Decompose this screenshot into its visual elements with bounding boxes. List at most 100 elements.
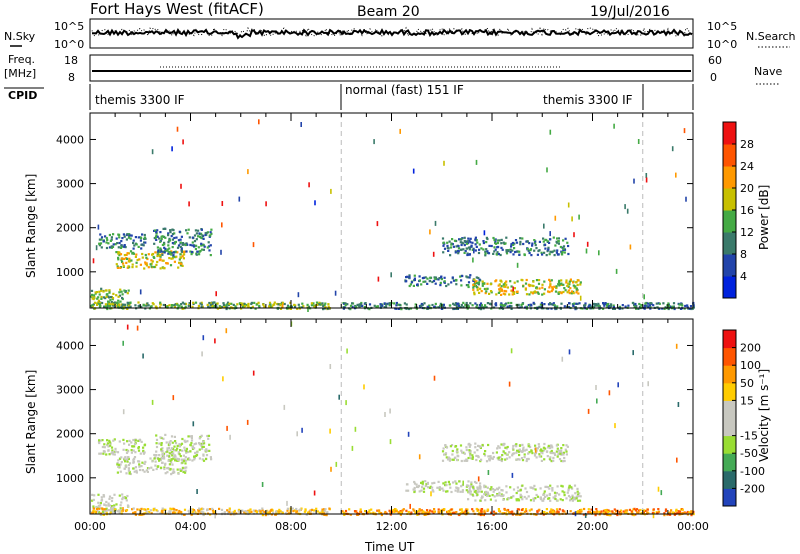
velocity-cell	[484, 450, 487, 453]
velocity-cell	[486, 486, 489, 489]
power-cell	[115, 251, 118, 254]
velocity-cell	[203, 442, 206, 445]
velocity-cell	[423, 513, 426, 516]
power-cell	[379, 303, 382, 306]
velocity-cell	[516, 449, 519, 452]
velocity-cell	[466, 484, 469, 487]
power-cell	[405, 307, 408, 310]
power-cell	[105, 241, 108, 244]
velocity-cell	[460, 449, 463, 452]
power-cell	[475, 305, 478, 308]
velocity-cell	[162, 454, 165, 457]
velocity-cell	[108, 504, 112, 507]
velocity-cell	[443, 508, 446, 511]
cpid-segment-2: normal (fast) 151 IF	[345, 83, 464, 97]
velocity-cell	[576, 493, 580, 496]
velocity-cell	[140, 440, 143, 443]
velocity-cell	[146, 470, 149, 473]
power-cell	[188, 236, 191, 239]
power-cell	[434, 302, 437, 305]
power-cell	[184, 305, 187, 308]
velocity-cell	[590, 508, 593, 511]
power-cell	[156, 229, 159, 232]
power-cell	[531, 242, 534, 245]
power-cell	[468, 253, 471, 256]
power-cell	[202, 237, 205, 240]
power-cell	[477, 251, 481, 255]
velocity-colorbar-segment	[723, 365, 736, 384]
power-cell	[100, 238, 103, 241]
velocity-sparse-cell	[363, 384, 365, 390]
velocity-cell	[455, 458, 459, 462]
velocity-sparse-cell	[409, 503, 411, 509]
power-cell	[129, 301, 132, 305]
power-cell	[117, 233, 120, 236]
velocity-cell	[388, 509, 391, 512]
power-sparse-cell	[92, 258, 95, 264]
power-cell	[442, 304, 445, 307]
velocity-cell	[437, 480, 440, 483]
power-sparse-cell	[578, 214, 580, 220]
power-cell	[533, 290, 536, 293]
velocity-cell	[639, 508, 642, 512]
velocity-cell	[183, 446, 186, 449]
velocity-cell	[445, 446, 449, 449]
power-cell	[138, 258, 141, 261]
power-cell	[206, 303, 209, 306]
power-cell	[117, 246, 120, 249]
power-cell	[544, 243, 547, 246]
velocity-cell	[555, 492, 558, 495]
velocity-cell	[606, 510, 609, 514]
power-cell	[461, 274, 464, 278]
power-cell	[351, 302, 354, 305]
power-cell	[129, 237, 132, 240]
power-sparse-cell	[543, 223, 545, 229]
power-cell	[128, 233, 131, 236]
power-cell	[167, 241, 170, 244]
power-cell	[510, 243, 513, 246]
nsearch-tick-bottom: 10^0	[707, 38, 737, 51]
power-cell	[125, 261, 128, 264]
velocity-cell	[557, 449, 560, 452]
velocity-cell	[149, 509, 152, 512]
velocity-cell	[580, 508, 583, 511]
velocity-cell	[184, 456, 187, 459]
power-cell	[208, 249, 211, 252]
velocity-sparse-cell	[595, 385, 597, 390]
power-colorbar-segment	[723, 166, 736, 189]
velocity-ytick-label: 3000	[56, 384, 84, 397]
velocity-cell	[433, 481, 436, 484]
velocity-cell	[160, 466, 163, 469]
power-cell	[363, 305, 367, 309]
power-cell	[403, 302, 406, 305]
velocity-cell	[176, 444, 179, 447]
velocity-cell	[423, 511, 426, 514]
power-cell	[236, 303, 239, 306]
power-cell	[542, 237, 545, 240]
velocity-cell	[475, 481, 478, 484]
velocity-cell	[572, 496, 575, 499]
power-sparse-cell	[549, 129, 552, 135]
velocity-cell	[477, 456, 480, 459]
power-cell	[175, 255, 178, 258]
power-cell	[537, 282, 541, 285]
velocity-cell	[587, 508, 590, 511]
velocity-cell	[474, 499, 477, 502]
velocity-cell	[690, 510, 693, 513]
power-cell	[476, 241, 479, 244]
velocity-sparse-cell	[677, 402, 680, 407]
power-cell	[421, 277, 424, 280]
velocity-cell	[506, 445, 509, 449]
velocity-cell	[475, 507, 478, 511]
velocity-cell	[628, 508, 632, 511]
power-cell	[208, 235, 211, 238]
velocity-cell	[205, 454, 209, 457]
power-cell	[560, 279, 563, 282]
velocity-cell	[110, 452, 113, 455]
power-cell	[528, 251, 531, 255]
velocity-cell	[142, 449, 145, 452]
power-cell	[472, 286, 475, 289]
velocity-cell	[515, 513, 518, 516]
power-sparse-cell	[434, 220, 437, 226]
power-cell	[532, 301, 535, 304]
